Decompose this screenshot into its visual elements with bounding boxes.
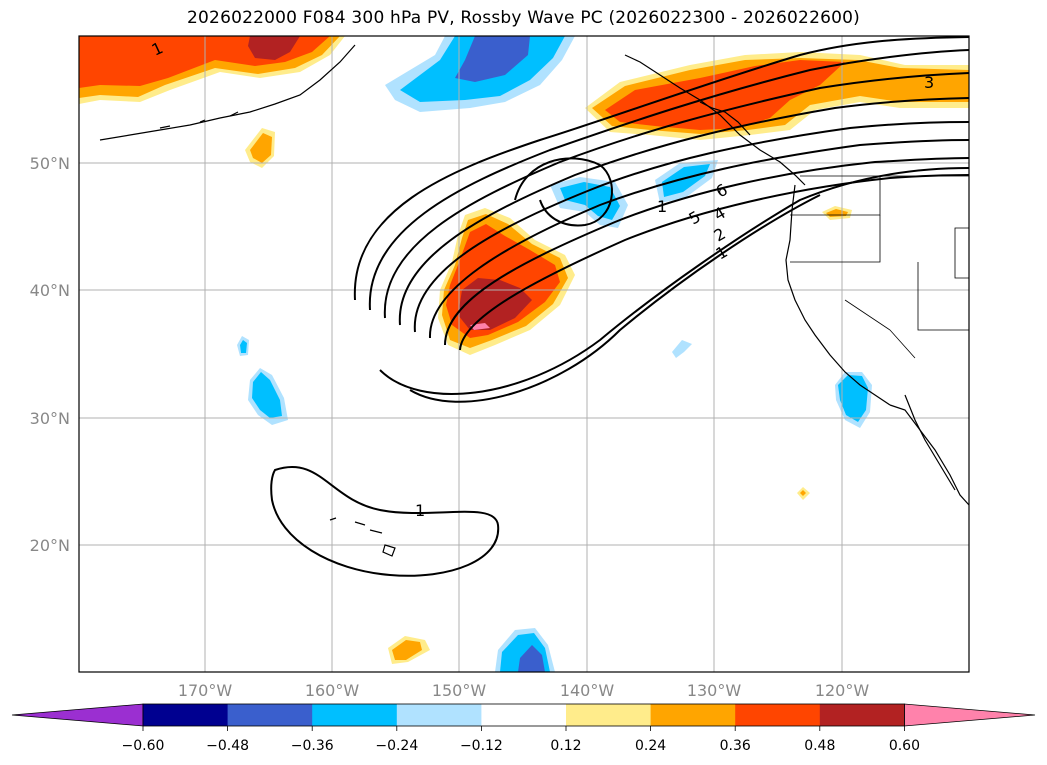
lat-label: 50°N <box>30 154 70 173</box>
colorbar-segment <box>566 704 652 726</box>
contour-label: 3 <box>924 73 934 92</box>
colorbar-segment <box>735 704 821 726</box>
contour-label: 1 <box>657 197 667 216</box>
lat-label: 40°N <box>30 281 70 300</box>
lat-label: 30°N <box>30 409 70 428</box>
colorbar-segment <box>143 704 229 726</box>
colorbar: −0.60 −0.48 −0.36 −0.24 −0.12 0.12 0.24 0.36 0.4… <box>11 703 1036 754</box>
colorbar-segment <box>396 704 482 726</box>
lon-label: 150°W <box>432 681 487 700</box>
negative-anomaly-north <box>385 36 575 112</box>
colorbar-tick-label: 0.60 <box>889 738 920 754</box>
colorbar-tick-label: 0.12 <box>550 738 581 754</box>
colorbar-tick-label: 0.48 <box>804 738 835 754</box>
colorbar-segment <box>481 704 567 726</box>
map-title: 2026022000 F084 300 hPa PV, Rossby Wave … <box>187 8 860 28</box>
map-area: 1 1 3 6 5 4 2 1 1 <box>79 36 969 672</box>
positive-anomaly-small-west <box>245 128 275 168</box>
lon-label: 140°W <box>560 681 615 700</box>
colorbar-segment <box>227 704 313 726</box>
colorbar-tick-label: 0.36 <box>720 738 751 754</box>
colorbar-tick-label: −0.48 <box>206 738 249 754</box>
lon-label: 120°W <box>815 681 870 700</box>
colorbar-extend-max <box>904 703 1036 727</box>
rossby-wave-contours <box>270 36 969 577</box>
longitude-labels: 170°W 160°W 150°W 140°W 130°W 120°W <box>178 681 870 700</box>
colorbar-tick-label: −0.12 <box>460 738 503 754</box>
colorbar-extend-min <box>11 703 144 727</box>
colorbar-tick-label: −0.60 <box>122 738 165 754</box>
lon-label: 130°W <box>687 681 742 700</box>
colorbar-tick-label: −0.36 <box>291 738 334 754</box>
negative-anomalies-middle <box>550 160 718 228</box>
latitude-labels: 50°N 40°N 30°N 20°N <box>30 154 70 555</box>
map-frame <box>78 35 970 673</box>
colorbar-segment <box>650 704 736 726</box>
colorbar-tick-label: 0.24 <box>635 738 666 754</box>
colorbar-segment <box>819 704 905 726</box>
negative-anomalies-small <box>237 336 872 672</box>
lon-label: 170°W <box>178 681 233 700</box>
contour-label: 1 <box>415 501 425 520</box>
coastlines <box>99 44 969 557</box>
colorbar-segment <box>312 704 398 726</box>
colorbar-frame <box>142 703 905 727</box>
positive-anomaly-central <box>438 208 575 355</box>
lat-label: 20°N <box>30 536 70 555</box>
colorbar-tick-label: −0.24 <box>375 738 418 754</box>
lon-label: 160°W <box>305 681 360 700</box>
